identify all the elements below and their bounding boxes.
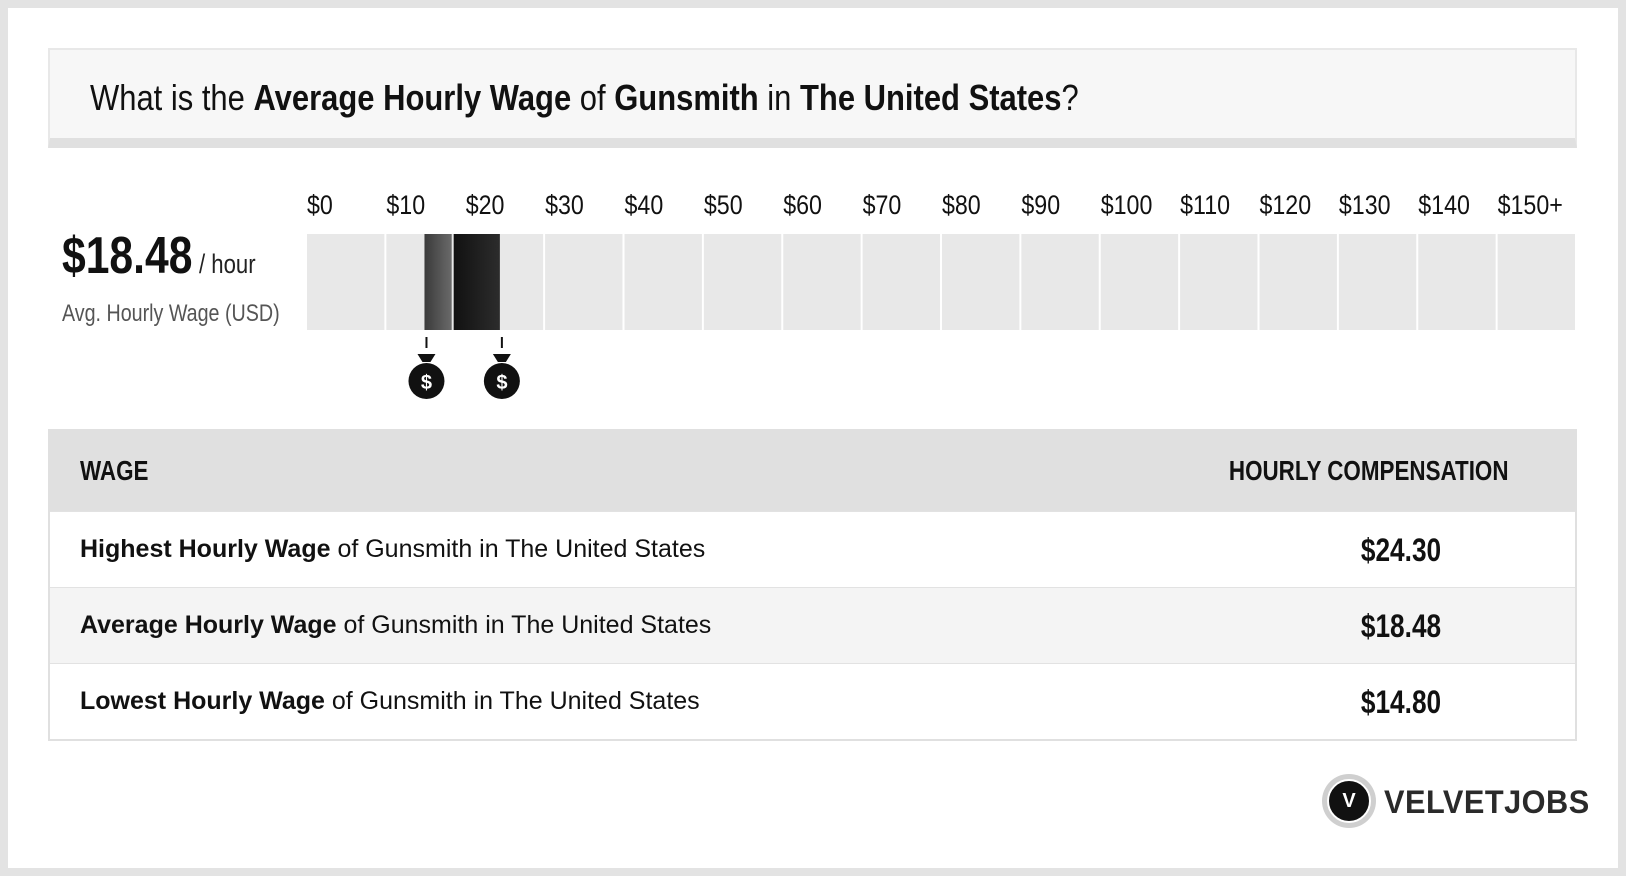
tick-label: $130 [1339, 190, 1391, 220]
velvetjobs-logo[interactable]: V VELVETJOBS [1322, 774, 1589, 830]
track-segment [1180, 234, 1258, 330]
tick-label: $40 [624, 190, 663, 220]
track-segment [703, 234, 782, 330]
track-segment [862, 234, 940, 330]
average-wage-unit: / hour [198, 249, 256, 279]
money-bag-dollar-sign: $ [421, 372, 432, 394]
track-segment [942, 234, 1020, 330]
money-bag-knot [492, 354, 511, 362]
title-box: What is the Average Hourly Wage of Gunsm… [48, 48, 1577, 148]
tick-label: $120 [1260, 190, 1312, 220]
row-label: Lowest Hourly Wage of Gunsmith in The Un… [80, 687, 700, 715]
wage-range-chart: $0 $10 $20 $30 $40 $50 $60 $70 $80 $90 $100 $110 $12… [307, 190, 1575, 399]
table-header: WAGE HOURLY COMPENSATION [50, 431, 1575, 511]
tick-label: $0 [307, 190, 333, 220]
header-wage: WAGE [80, 455, 149, 486]
track-segment [1418, 234, 1496, 330]
tick-label: $60 [783, 190, 822, 220]
tick-label: $50 [704, 190, 743, 220]
logo-wordmark: VELVETJOBS [1384, 784, 1590, 820]
wage-table: WAGE HOURLY COMPENSATION Highest Hourly … [48, 429, 1577, 741]
tick-label: $110 [1180, 190, 1230, 220]
lowest-to-average-bar [424, 234, 452, 330]
tick-label: $100 [1101, 190, 1153, 220]
logo-badge-icon: V [1327, 779, 1371, 823]
track-segment [1100, 234, 1179, 330]
row-value: $14.80 [1360, 684, 1442, 720]
money-bag-dollar-sign: $ [496, 372, 507, 394]
track-segment [1338, 234, 1417, 330]
track-segment [307, 234, 385, 330]
average-wage-number: $18.48 [62, 227, 193, 285]
average-wage-value: $18.48/ hour [62, 226, 256, 286]
tick-label: $20 [466, 190, 505, 220]
tick-label: $90 [1021, 190, 1060, 220]
money-bag-icon-lowest: $ [408, 337, 445, 399]
track-segment [1021, 234, 1099, 330]
track-segment [783, 234, 861, 330]
table-row-highest: Highest Hourly Wage of Gunsmith in The U… [50, 511, 1575, 587]
money-bag-knot [417, 354, 436, 362]
track-segment [624, 234, 702, 330]
track-segment [1259, 234, 1337, 330]
money-bag-body [483, 363, 520, 399]
tick-label: $30 [545, 190, 584, 220]
row-value: $24.30 [1360, 532, 1442, 568]
header-hourly-compensation: HOURLY COMPENSATION [1229, 455, 1509, 486]
table-row-average: Average Hourly Wage of Gunsmith in The U… [50, 587, 1575, 663]
row-label: Highest Hourly Wage of Gunsmith in The U… [80, 535, 706, 563]
track-segment [1497, 234, 1575, 330]
average-wage-label: Avg. Hourly Wage (USD) [62, 300, 280, 327]
row-label: Average Hourly Wage of Gunsmith in The U… [80, 611, 712, 639]
table-row-lowest: Lowest Hourly Wage of Gunsmith in The Un… [50, 663, 1575, 739]
track-segment [545, 234, 623, 330]
tick-label: $150+ [1498, 190, 1563, 220]
page-title: What is the Average Hourly Wage of Gunsm… [90, 77, 1079, 118]
money-bag-body [408, 363, 445, 399]
tick-label: $140 [1418, 190, 1470, 220]
average-to-highest-bar [453, 234, 500, 330]
row-value: $18.48 [1360, 608, 1442, 644]
tick-label: $10 [386, 190, 425, 220]
tick-label: $70 [863, 190, 902, 220]
tick-label: $80 [942, 190, 981, 220]
money-bag-icon-highest: $ [483, 337, 520, 399]
